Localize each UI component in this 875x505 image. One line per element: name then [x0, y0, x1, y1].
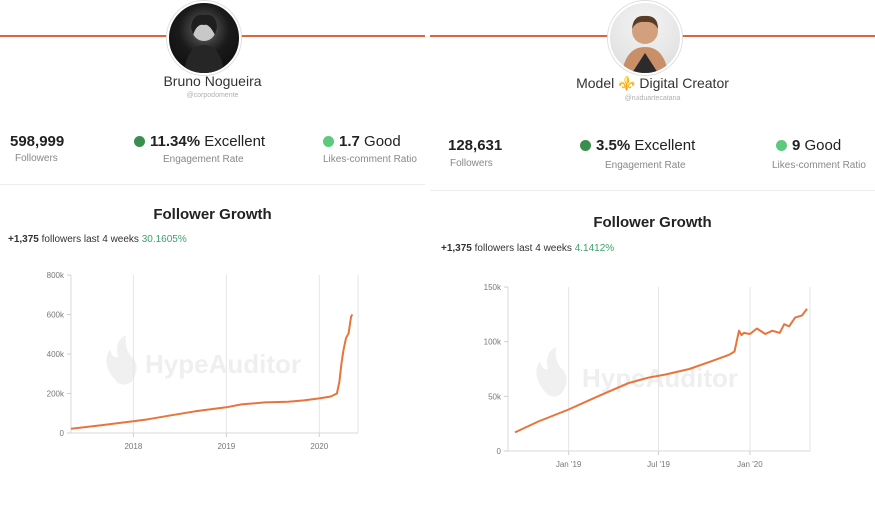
good-status-icon	[776, 140, 787, 151]
y-tick-label: 400k	[47, 350, 65, 359]
profile-name: Bruno Nogueira	[163, 73, 262, 89]
excellent-status-icon	[134, 136, 145, 147]
followers-value: 128,631	[448, 137, 503, 154]
watermark-text: HypeAuditor	[145, 349, 301, 379]
follower-growth-line	[514, 308, 808, 434]
avatar[interactable]	[608, 1, 682, 75]
follower-growth-chart: HypeAuditor Jan '19 Jul '19 Jan '20 0 50k 100…	[484, 283, 811, 469]
good-status-icon	[323, 136, 334, 147]
y-tick-label: 150k	[484, 283, 502, 292]
y-tick-label: 200k	[47, 390, 65, 399]
engagement-value: 11.34% Excellent	[134, 133, 265, 150]
y-tick-label: 600k	[47, 311, 65, 320]
avatar-photo-icon	[184, 14, 224, 73]
section-divider	[0, 184, 425, 185]
growth-summary: +1,375 followers last 4 weeks 4.1412%	[441, 243, 615, 254]
x-tick-label: 2019	[217, 442, 235, 451]
engagement-label: Engagement Rate	[605, 160, 686, 171]
x-tick-label: 2018	[124, 442, 142, 451]
profile-card-left: Bruno Nogueira @corpodomente 598,999 Fol…	[0, 0, 425, 505]
likes-comment-value: 9 Good	[776, 137, 841, 154]
follower-growth-title: Follower Growth	[153, 206, 272, 223]
profile-card-right: Model ⚜️ Digital Creator @ruiduartecatan…	[430, 0, 875, 505]
y-tick-label: 0	[60, 429, 65, 438]
follower-growth-title: Follower Growth	[593, 214, 712, 231]
engagement-label: Engagement Rate	[163, 154, 244, 165]
followers-label: Followers	[450, 158, 493, 169]
x-tick-label: 2020	[310, 442, 328, 451]
likes-comment-value: 1.7 Good	[323, 133, 401, 150]
section-divider	[430, 190, 875, 191]
y-tick-label: 800k	[47, 271, 65, 280]
follower-growth-chart: HypeAuditor 2018 2019 2020 0 200k 400k 600k 800…	[47, 271, 359, 451]
likes-comment-label: Likes-comment Ratio	[323, 154, 417, 165]
profile-name: Model ⚜️ Digital Creator	[576, 75, 729, 91]
follower-growth-line	[70, 313, 354, 430]
avatar[interactable]	[167, 1, 241, 75]
followers-value: 598,999	[10, 133, 65, 150]
x-tick-label: Jan '19	[556, 460, 582, 469]
excellent-status-icon	[580, 140, 591, 151]
profile-handle: @corpodomente	[186, 92, 239, 99]
panel-gap	[425, 0, 430, 505]
hypeauditor-watermark: HypeAuditor	[536, 347, 738, 397]
avatar-photo-icon	[622, 15, 668, 73]
engagement-value: 3.5% Excellent	[580, 137, 695, 154]
profile-handle: @ruiduartecatana	[624, 95, 681, 102]
likes-comment-label: Likes-comment Ratio	[772, 160, 866, 171]
y-tick-label: 50k	[488, 392, 502, 401]
growth-summary: +1,375 followers last 4 weeks 30.1605%	[8, 234, 187, 245]
followers-label: Followers	[15, 153, 58, 164]
y-tick-label: 0	[497, 447, 502, 456]
watermark-text: HypeAuditor	[582, 363, 738, 393]
hypeauditor-watermark: HypeAuditor	[106, 335, 301, 385]
y-tick-label: 100k	[484, 338, 502, 347]
x-tick-label: Jan '20	[737, 460, 763, 469]
x-tick-label: Jul '19	[647, 460, 670, 469]
